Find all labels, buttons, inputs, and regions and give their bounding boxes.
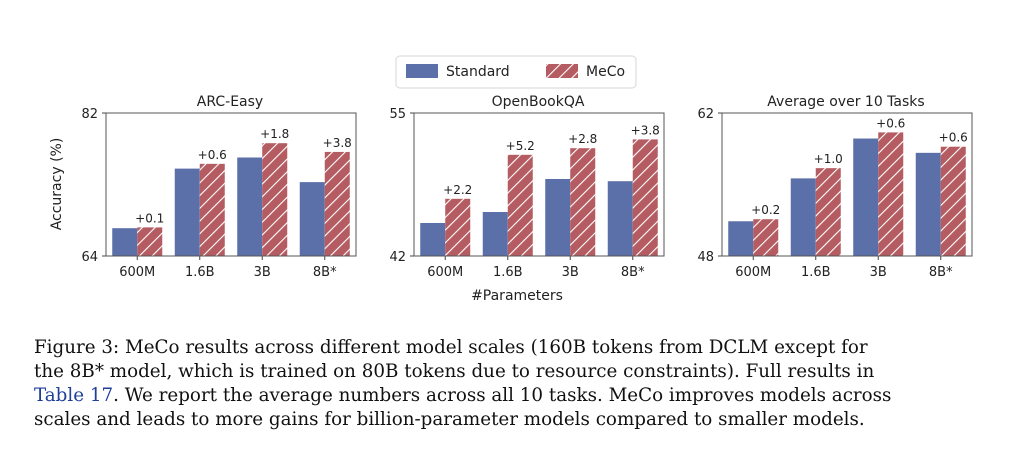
y-tick-label: 64 — [81, 250, 98, 265]
bar-standard — [420, 223, 446, 256]
bar-meco — [632, 139, 658, 256]
bar-meco — [878, 132, 904, 256]
bar-meco — [137, 227, 163, 256]
bar-annotation: +2.2 — [443, 183, 472, 197]
legend-swatch-standard — [406, 64, 438, 78]
y-axis-label: Accuracy (%) — [49, 138, 65, 231]
bar-annotation: +0.1 — [135, 211, 164, 225]
legend: Standard MeCo — [395, 55, 637, 89]
bar-standard — [112, 228, 138, 256]
y-tick-label: 62 — [697, 107, 714, 122]
x-tick-label: 1.6B — [801, 265, 831, 280]
caption-line-2: the 8B* model, which is trained on 80B t… — [34, 361, 875, 382]
bar-annotation: +0.6 — [876, 116, 905, 130]
bar-standard — [545, 179, 571, 256]
x-tick-label: 1.6B — [493, 265, 523, 280]
bar-meco — [199, 163, 225, 256]
bar-meco — [324, 151, 350, 256]
panel-average-10-tasks: Average over 10 Tasks +0.2 600M +1.0 1.6B +0… — [697, 94, 973, 280]
bar-annotation: +0.6 — [939, 131, 968, 145]
x-tick-label: 600M — [119, 265, 155, 280]
axes-frame — [105, 112, 357, 257]
y-tick-label: 55 — [389, 107, 406, 122]
x-axis-label: #Parameters — [471, 288, 563, 304]
bar-standard — [915, 152, 941, 256]
x-tick-label: 8B* — [313, 265, 337, 280]
bar-meco — [445, 198, 471, 256]
y-tick-label: 42 — [389, 250, 406, 265]
x-tick-label: 3B — [562, 265, 579, 280]
bar-standard — [237, 157, 263, 256]
panel-arc-easy: ARC-Easy +0.1 600M +0.6 1.6B +1.8 3B +3.8 8B* 64… — [81, 94, 357, 280]
bar-standard — [482, 212, 508, 256]
caption-line-3-text: . We report the average numbers across a… — [113, 385, 892, 406]
bar-meco — [753, 219, 779, 256]
bar-annotation: +5.2 — [506, 139, 535, 153]
panel-title: OpenBookQA — [492, 94, 585, 110]
x-tick-label: 3B — [254, 265, 271, 280]
panel-openbookqa: OpenBookQA +2.2 600M +5.2 1.6B +2.8 3B +3.8 8B*… — [389, 94, 665, 280]
bar-standard — [299, 182, 325, 256]
bar-annotation: +2.8 — [568, 132, 597, 146]
bar-meco — [507, 154, 533, 256]
bar-annotation: +3.8 — [323, 136, 352, 150]
x-tick-label: 8B* — [621, 265, 645, 280]
x-tick-label: 8B* — [929, 265, 953, 280]
bar-standard — [728, 221, 754, 256]
caption-line-3: Table 17. We report the average numbers … — [34, 384, 994, 408]
panel-title: ARC-Easy — [197, 94, 263, 110]
figure-caption: Figure 3: MeCo results across different … — [34, 336, 994, 432]
bar-standard — [853, 138, 879, 256]
bar-annotation: +3.8 — [631, 123, 660, 137]
legend-label-standard: Standard — [446, 64, 510, 80]
bar-annotation: +0.2 — [751, 203, 780, 217]
bar-meco — [940, 146, 966, 256]
caption-line-4: scales and leads to more gains for billi… — [34, 409, 865, 430]
legend-swatch-meco — [546, 64, 578, 78]
legend-label-meco: MeCo — [586, 64, 625, 80]
y-tick-label: 82 — [81, 107, 98, 122]
bar-meco — [262, 143, 288, 256]
y-tick-label: 48 — [697, 250, 714, 265]
caption-line-1: Figure 3: MeCo results across different … — [34, 337, 868, 358]
x-tick-label: 600M — [735, 265, 771, 280]
bar-annotation: +0.6 — [198, 148, 227, 162]
x-tick-label: 600M — [427, 265, 463, 280]
x-tick-label: 1.6B — [185, 265, 215, 280]
bar-meco — [570, 148, 596, 256]
bar-standard — [790, 178, 816, 256]
axes-frame — [413, 112, 665, 257]
figure-chart: Standard MeCo Accuracy (%) #Parameters A… — [49, 55, 973, 304]
axes-frame — [721, 112, 973, 257]
table-reference-link[interactable]: Table 17 — [34, 385, 114, 406]
bar-annotation: +1.0 — [814, 152, 843, 166]
bar-standard — [174, 168, 200, 256]
bar-standard — [607, 181, 633, 256]
x-tick-label: 3B — [870, 265, 887, 280]
panel-title: Average over 10 Tasks — [767, 94, 924, 110]
bar-annotation: +1.8 — [260, 127, 289, 141]
bar-meco — [815, 168, 841, 256]
